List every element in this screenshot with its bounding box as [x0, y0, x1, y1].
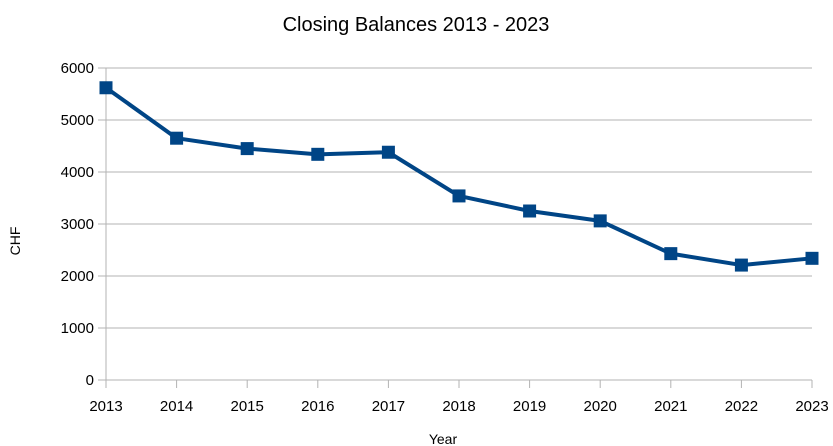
- data-point-marker: [452, 189, 466, 203]
- data-point-marker: [381, 145, 395, 159]
- chart-title: Closing Balances 2013 - 2023: [283, 14, 550, 36]
- series-layer: [99, 81, 819, 272]
- data-point-marker: [240, 142, 254, 156]
- y-tick-label: 5000: [61, 112, 94, 129]
- x-axis-label: Year: [429, 431, 458, 446]
- x-tick-label: 2016: [301, 398, 334, 415]
- data-point-marker: [664, 247, 678, 261]
- x-tick-label: 2018: [442, 398, 475, 415]
- y-tick-label: 0: [86, 372, 94, 389]
- x-tick-label: 2014: [160, 398, 193, 415]
- x-tick-label: 2015: [231, 398, 264, 415]
- y-tick-label: 4000: [61, 164, 94, 181]
- x-tick-label: 2023: [795, 398, 828, 415]
- series-line: [104, 86, 813, 268]
- y-tick-label: 1000: [61, 320, 94, 337]
- x-tick-label: 2021: [654, 398, 687, 415]
- data-point-marker: [734, 258, 748, 272]
- x-tick-label: 2022: [725, 398, 758, 415]
- data-point-marker: [99, 81, 113, 95]
- data-point-marker: [311, 147, 325, 161]
- x-tick-label: 2013: [89, 398, 122, 415]
- grid-lines: [105, 67, 812, 381]
- y-axis-label: CHF: [7, 227, 23, 256]
- data-point-marker: [805, 251, 819, 265]
- data-point-marker: [523, 204, 537, 218]
- data-point-marker: [593, 214, 607, 228]
- y-tick-label: 6000: [61, 60, 94, 77]
- x-tick-label: 2019: [513, 398, 546, 415]
- y-tick-label: 3000: [61, 216, 94, 233]
- y-tick-label: 2000: [61, 268, 94, 285]
- axis-ticks: 0 1000 2000 3000 4000 5000 6000 2013 2014 2015 201…: [61, 60, 829, 415]
- x-tick-label: 2020: [584, 398, 617, 415]
- x-tick-label: 2017: [372, 398, 405, 415]
- data-point-marker: [170, 131, 184, 145]
